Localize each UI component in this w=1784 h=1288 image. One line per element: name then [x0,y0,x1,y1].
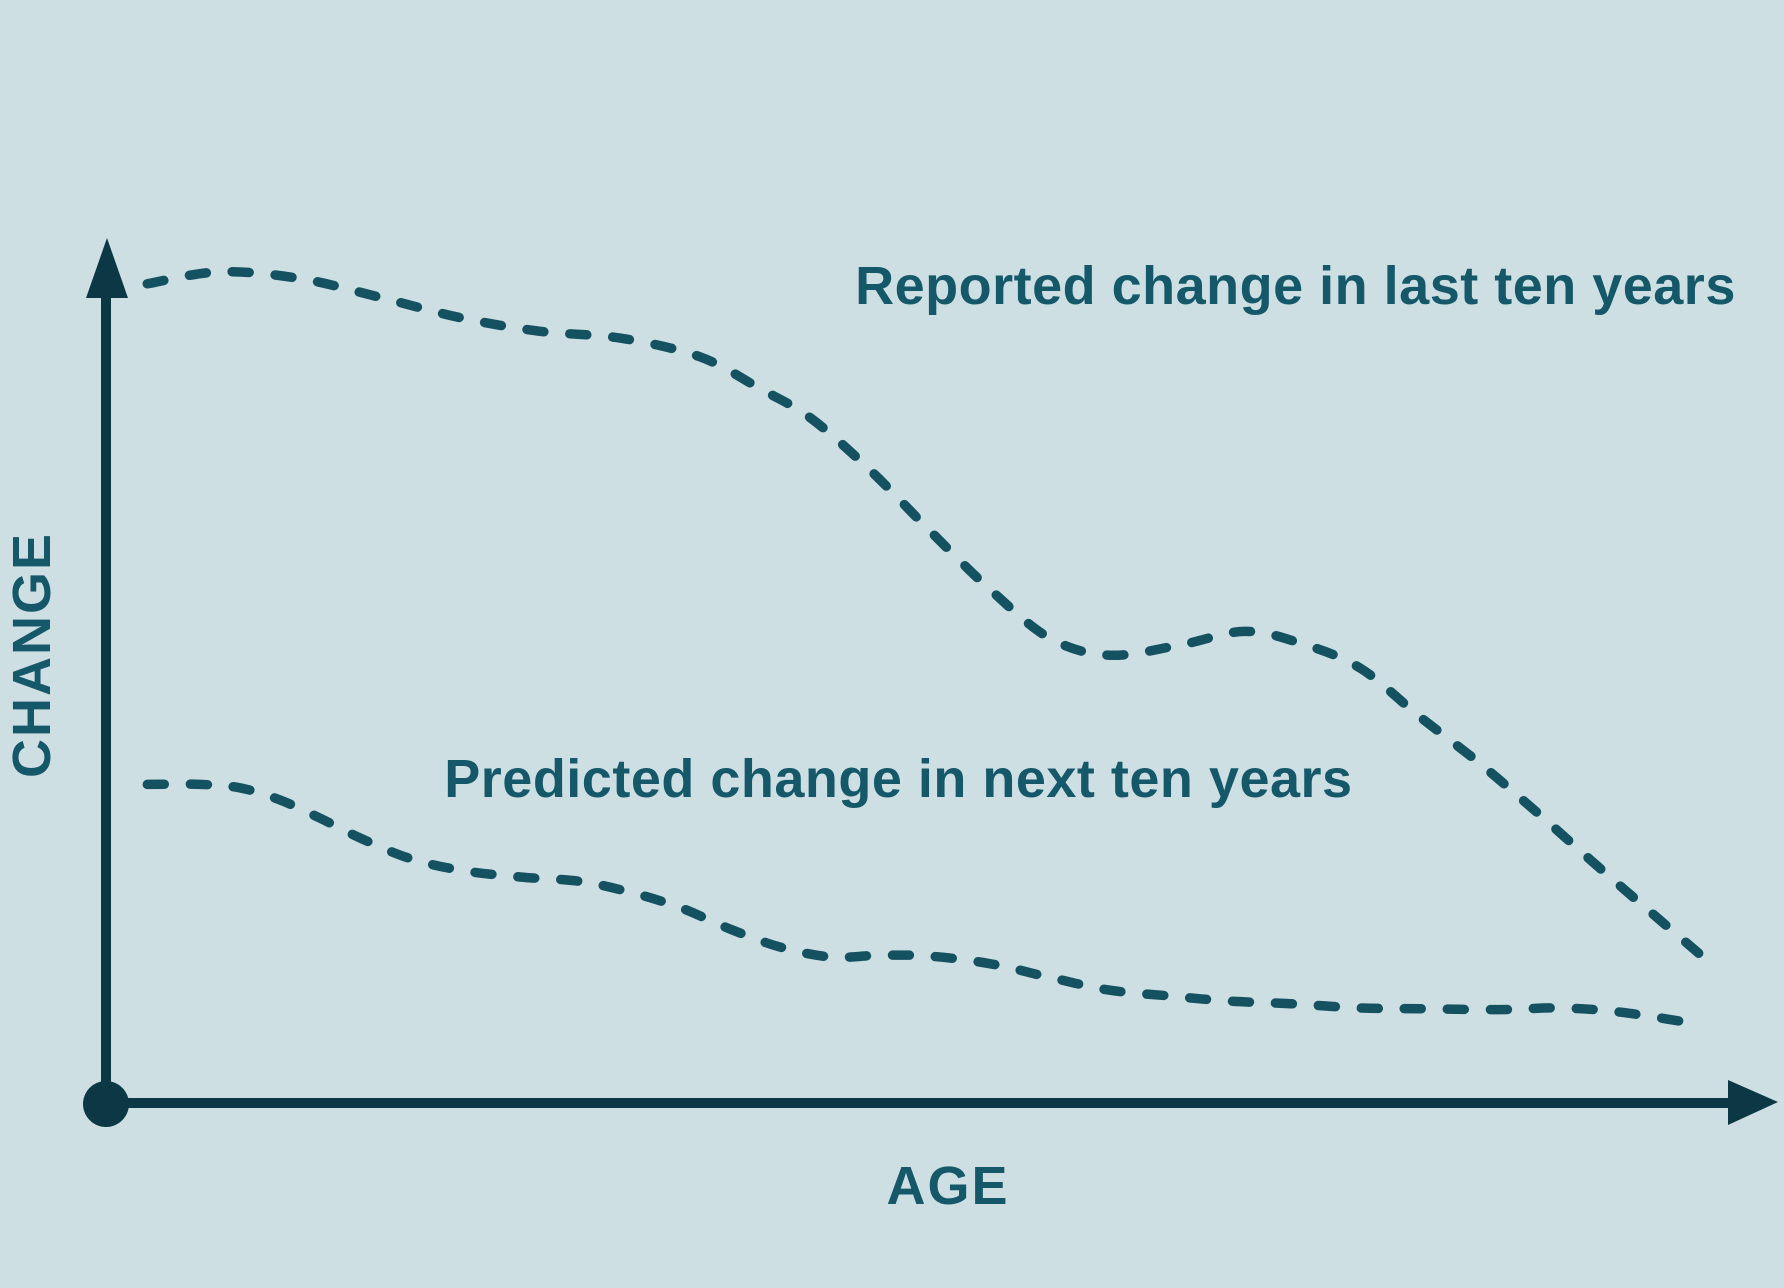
predicted-change-curve [142,779,1704,1029]
reported-change-curve [142,266,1723,975]
x-axis-label: AGE [886,1156,1010,1216]
y-axis-arrow-icon [86,238,128,298]
series-label-predicted: Predicted change in next ten years [444,749,1353,810]
y-axis-label: CHANGE [2,531,62,779]
series-label-reported: Reported change in last ten years [855,256,1736,317]
x-axis-arrow-icon [1728,1080,1778,1125]
origin-point [83,1081,129,1127]
